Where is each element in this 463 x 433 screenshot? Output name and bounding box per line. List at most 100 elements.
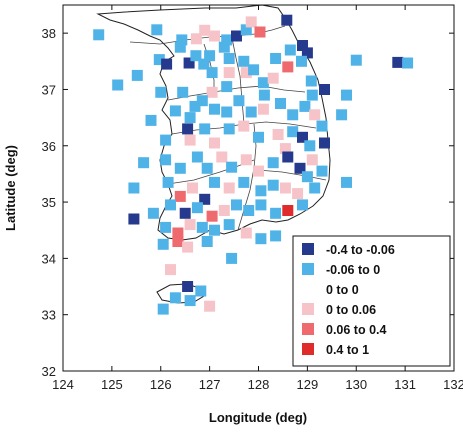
station-marker [306,154,318,166]
station-marker [240,154,252,166]
station-marker [253,165,264,177]
x-tick-label: 124 [52,377,74,392]
station-marker [392,56,404,68]
y-axis-ticks: 32 33 34 35 36 37 38 [42,26,454,379]
station-marker [223,219,235,231]
station-marker [267,72,279,84]
station-marker [255,185,267,197]
station-marker [223,123,235,135]
station-marker [189,100,201,112]
station-marker [184,295,196,307]
x-tick-label: 127 [199,377,221,392]
y-tick-label: 34 [42,251,56,266]
x-tick-label: 125 [101,377,123,392]
station-marker [223,67,235,79]
legend-label: 0 to 0 [326,283,359,297]
station-marker [191,151,203,163]
x-tick-label: 126 [150,377,172,392]
station-marker [297,40,308,51]
station-marker [336,109,348,121]
station-marker [160,221,172,233]
station-marker [182,281,194,292]
legend-label: 0.06 to 0.4 [326,323,386,337]
station-marker [206,86,218,98]
station-marker [306,89,318,101]
station-marker [172,236,184,247]
station-marker [243,205,255,216]
station-marker [190,50,202,62]
station-marker [282,151,294,163]
station-marker [218,41,230,53]
station-marker [128,213,140,225]
station-marker [299,100,311,112]
station-marker [258,89,270,101]
station-marker [165,199,176,211]
station-marker [226,161,238,173]
station-marker [138,157,150,169]
station-marker [184,219,196,231]
station-marker [196,221,208,233]
station-marker [131,69,143,81]
station-marker [279,143,291,155]
station-marker [187,182,198,194]
station-marker [341,89,352,101]
station-marker [151,24,163,36]
station-marker [160,154,172,166]
station-marker [157,238,169,250]
station-marker [282,205,294,216]
station-marker [160,134,172,146]
station-marker [165,264,176,276]
legend-swatch [302,343,314,355]
station-marker [270,53,282,64]
station-marker [174,162,186,174]
station-marker [270,230,282,242]
station-marker [309,109,321,121]
station-marker [209,137,220,149]
station-marker [206,210,218,222]
legend-label: -0.06 to 0 [326,263,380,277]
y-tick-label: 38 [42,26,56,41]
station-marker [209,103,220,115]
station-marker [147,207,159,219]
station-marker [199,193,211,205]
station-marker [350,54,362,66]
legend-label: -0.4 to -0.06 [326,243,395,257]
station-marker [93,29,105,41]
y-tick-label: 35 [42,195,56,210]
station-marker [301,47,313,59]
station-marker [199,123,211,135]
x-tick-label: 132 [443,377,463,392]
station-marker [281,14,293,26]
station-marker [169,105,181,117]
station-marker [161,58,173,70]
station-marker [253,131,264,143]
station-marker [309,182,321,194]
station-marker [301,171,313,183]
station-marker [319,137,330,149]
station-marker [153,54,165,66]
station-marker [240,227,252,239]
station-marker [316,165,328,177]
station-marker [184,112,196,124]
station-marker [216,151,228,163]
station-marker [221,81,233,93]
station-marker [233,95,245,107]
station-marker [182,123,194,135]
station-marker [201,236,213,247]
station-marker [198,58,210,70]
station-marker [179,207,191,219]
station-marker [218,205,230,216]
station-marker [270,207,282,219]
province-border-southeast [257,169,327,181]
station-marker [201,162,213,174]
station-marker [341,176,352,188]
y-tick-label: 33 [42,308,56,323]
station-marker [248,64,260,76]
x-axis-ticks: 124 125 126 127 128 129 130 131 132 [52,5,463,392]
station-marker [304,140,316,152]
station-marker [287,109,299,121]
station-marker [209,30,220,42]
station-marker [221,34,233,46]
station-marker [245,106,257,118]
